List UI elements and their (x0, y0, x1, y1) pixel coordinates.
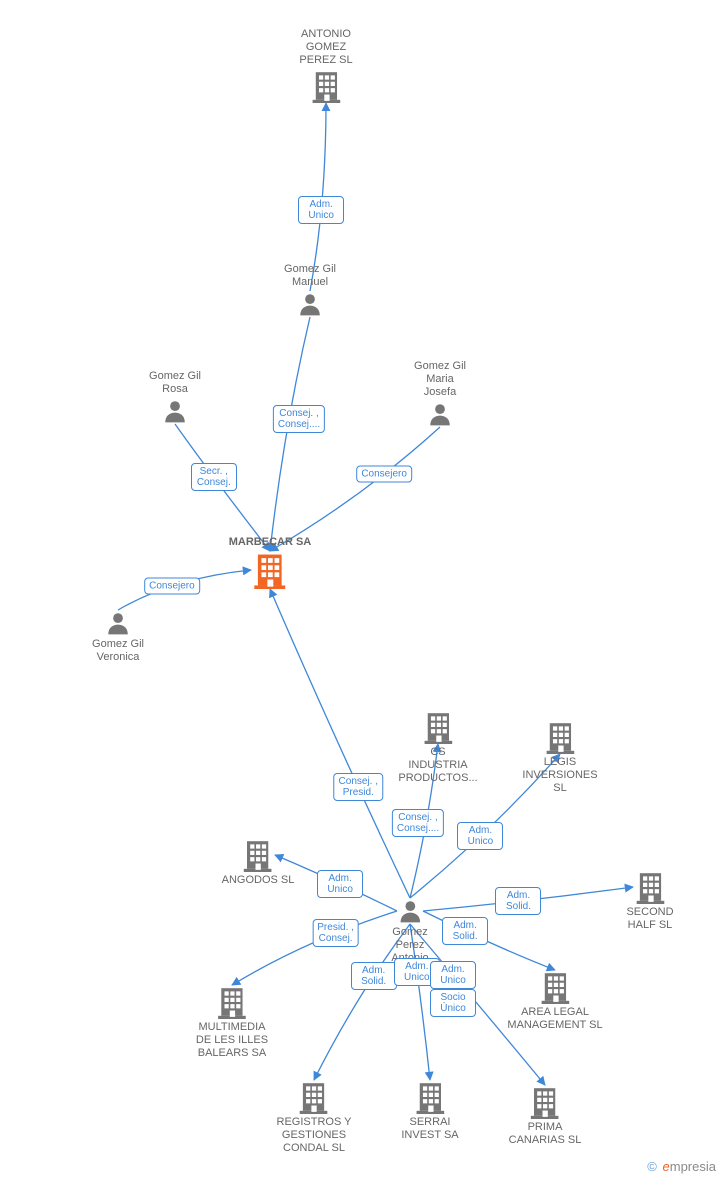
node-gomez_gil_maria_josefa[interactable]: Gomez GilMariaJosefa (414, 360, 466, 427)
edge (270, 317, 310, 551)
edge-label: Consej. ,Consej.... (392, 809, 444, 837)
building-icon (297, 1080, 331, 1114)
node-serrai[interactable]: SERRAIINVEST SA (401, 1080, 458, 1142)
node-prima_canarias[interactable]: PRIMACANARIAS SL (509, 1085, 582, 1147)
edge-label: Adm.Solid. (442, 917, 488, 945)
footer: © empresia (647, 1159, 716, 1174)
building-icon (528, 1085, 562, 1119)
edge-label: Adm.Unico (430, 961, 476, 989)
node-label: ANTONIOGOMEZPEREZ SL (299, 28, 352, 67)
building-icon (543, 720, 577, 754)
node-label: SECONDHALF SL (626, 906, 673, 932)
node-label: AREA LEGALMANAGEMENT SL (507, 1006, 602, 1032)
edge-label: Consej. ,Consej.... (273, 405, 325, 433)
node-gomez_gil_rosa[interactable]: Gomez GilRosa (149, 370, 201, 424)
copyright-symbol: © (647, 1159, 657, 1174)
person-icon (297, 291, 323, 317)
edges-layer (0, 0, 728, 1180)
edge-label: Consejero (356, 466, 412, 483)
node-cs_industria[interactable]: CSINDUSTRIAPRODUCTOS... (398, 710, 477, 785)
node-gomez_perez_antonio[interactable]: GomezPerezAntonio (391, 898, 428, 965)
building-icon (251, 551, 289, 589)
node-second_half[interactable]: SECONDHALF SL (626, 870, 673, 932)
edge (270, 427, 440, 551)
edge-label: Adm.Unico (317, 870, 363, 898)
node-label: PRIMACANARIAS SL (509, 1121, 582, 1147)
building-icon (309, 69, 343, 103)
building-icon (215, 985, 249, 1019)
building-icon (633, 870, 667, 904)
building-icon (241, 838, 275, 872)
node-label: Gomez GilVeronica (92, 638, 144, 664)
edge-label: Consej. ,Presid. (334, 773, 383, 801)
node-label: MARBECAR SA (229, 536, 312, 549)
brand: empresia (663, 1159, 716, 1174)
edge-label: SocioÚnico (430, 989, 476, 1017)
node-label: LEGISINVERSIONESSL (522, 756, 597, 795)
node-angodos[interactable]: ANGODOS SL (222, 838, 295, 887)
node-label: Gomez GilManuel (284, 263, 336, 289)
building-icon (538, 970, 572, 1004)
person-icon (105, 610, 131, 636)
node-registros[interactable]: REGISTROS YGESTIONESCONDAL SL (277, 1080, 352, 1155)
node-label: MULTIMEDIADE LES ILLESBALEARS SA (196, 1021, 268, 1060)
person-icon (397, 898, 423, 924)
node-label: Gomez GilRosa (149, 370, 201, 396)
edge-label: Presid. ,Consej. (312, 919, 359, 947)
edge-label: Secr. ,Consej. (191, 463, 237, 491)
node-marbecar[interactable]: MARBECAR SA (229, 536, 312, 589)
edge-label: Adm.Solid. (351, 962, 397, 990)
node-multimedia[interactable]: MULTIMEDIADE LES ILLESBALEARS SA (196, 985, 268, 1060)
node-gomez_gil_veronica[interactable]: Gomez GilVeronica (92, 610, 144, 664)
edge-label: Adm.Unico (457, 822, 503, 850)
building-icon (421, 710, 455, 744)
edge-label: Adm.Unico (298, 196, 344, 224)
node-legis[interactable]: LEGISINVERSIONESSL (522, 720, 597, 795)
node-gomez_gil_manuel[interactable]: Gomez GilManuel (284, 263, 336, 317)
node-label: SERRAIINVEST SA (401, 1116, 458, 1142)
person-icon (427, 401, 453, 427)
node-antonio_gomez_perez_sl[interactable]: ANTONIOGOMEZPEREZ SL (299, 28, 352, 103)
person-icon (162, 398, 188, 424)
node-label: REGISTROS YGESTIONESCONDAL SL (277, 1116, 352, 1155)
node-area_legal[interactable]: AREA LEGALMANAGEMENT SL (507, 970, 602, 1032)
edge-label: Consejero (144, 578, 200, 595)
node-label: ANGODOS SL (222, 874, 295, 887)
diagram-canvas: ANTONIOGOMEZPEREZ SL Gomez GilManuel Gom… (0, 0, 728, 1180)
edge-label: Adm.Solid. (495, 887, 541, 915)
node-label: CSINDUSTRIAPRODUCTOS... (398, 746, 477, 785)
building-icon (413, 1080, 447, 1114)
node-label: Gomez GilMariaJosefa (414, 360, 466, 399)
